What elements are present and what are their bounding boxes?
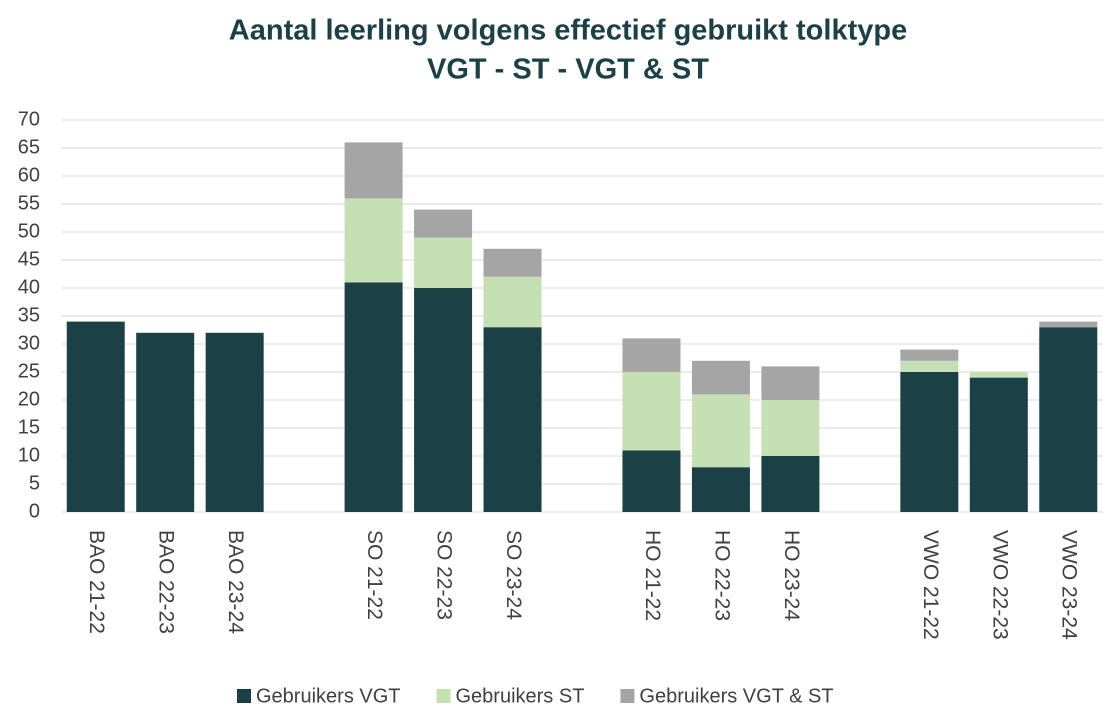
y-tick-label: 35: [18, 304, 40, 326]
y-tick-label: 20: [18, 388, 40, 410]
bar-segment: [900, 372, 959, 512]
bar-segment: [66, 321, 125, 512]
y-tick-label: 10: [18, 444, 40, 466]
x-tick-label: SO 21-22: [363, 530, 386, 620]
y-tick-label: 5: [29, 472, 40, 494]
bar-segment: [900, 349, 959, 361]
y-tick-label: 65: [18, 136, 40, 158]
bar-segment: [761, 400, 820, 456]
y-tick-label: 15: [18, 416, 40, 438]
x-tick-label: BAO 22-23: [155, 530, 178, 634]
y-tick-label: 40: [18, 276, 40, 298]
legend-label: Gebruikers VGT & ST: [639, 685, 833, 707]
x-tick-label: HO 21-22: [641, 530, 664, 621]
x-tick-label: VWO 21-22: [919, 530, 942, 640]
x-tick-label: HO 23-24: [780, 530, 803, 621]
bar-segment: [691, 360, 750, 395]
legend-swatch: [620, 689, 635, 703]
x-tick-label: BAO 23-24: [224, 530, 247, 634]
bar-segment: [622, 338, 681, 372]
bar-segment: [344, 282, 403, 512]
legend-swatch: [237, 689, 251, 703]
y-tick-label: 50: [18, 220, 40, 242]
bar-segment: [136, 332, 195, 512]
bar-segment: [691, 467, 750, 512]
y-tick-label: 25: [18, 360, 40, 382]
bar-segment: [344, 198, 403, 283]
bar-segment: [483, 248, 542, 277]
x-tick-label: SO 23-24: [502, 530, 525, 620]
bar-segment: [761, 456, 820, 512]
chart-subtitle: VGT - ST - VGT & ST: [427, 54, 709, 86]
x-tick-label: SO 22-23: [433, 530, 456, 620]
bar-segment: [622, 372, 681, 451]
chart-title: Aantal leerling volgens effectief gebrui…: [229, 15, 907, 47]
y-tick-label: 55: [18, 192, 40, 214]
y-tick-label: 45: [18, 248, 40, 270]
y-tick-label: 0: [29, 500, 40, 522]
bar-segment: [969, 372, 1028, 378]
x-tick-label: BAO 21-22: [85, 530, 108, 634]
bar-segment: [1039, 327, 1098, 512]
bar-segment: [761, 366, 820, 400]
bar-segment: [483, 327, 542, 512]
x-tick-label: VWO 22-23: [988, 530, 1011, 640]
y-tick-label: 70: [18, 108, 40, 130]
legend-swatch: [436, 689, 451, 703]
bar-segment: [344, 142, 403, 199]
bar-segment: [483, 276, 542, 328]
bar-segment: [900, 360, 959, 372]
y-tick-label: 30: [18, 332, 40, 354]
bar-segment: [205, 332, 264, 512]
x-tick-label: VWO 23-24: [1058, 530, 1081, 640]
bar-segment: [622, 450, 681, 512]
bar-segment: [1039, 321, 1098, 328]
bar-segment: [414, 288, 473, 512]
bar-segment: [414, 209, 473, 238]
bar-segment: [414, 237, 473, 288]
bar-segment: [969, 377, 1028, 512]
legend-label: Gebruikers VGT: [256, 685, 400, 707]
bar-segment: [691, 394, 750, 468]
legend-label: Gebruikers ST: [455, 685, 584, 707]
y-tick-label: 60: [18, 164, 40, 186]
x-tick-label: HO 22-23: [710, 530, 733, 621]
